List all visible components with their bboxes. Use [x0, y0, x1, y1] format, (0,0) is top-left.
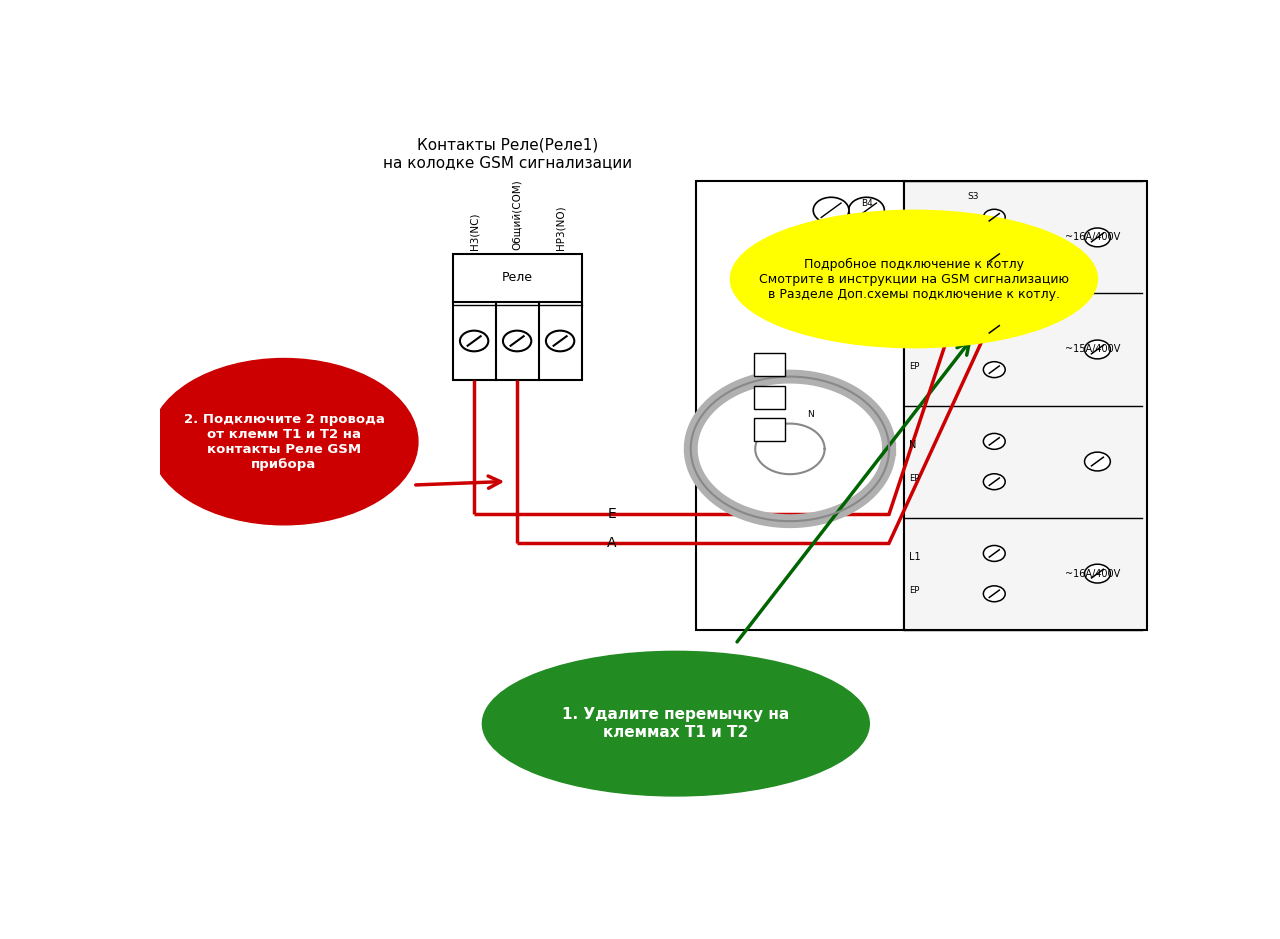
Bar [453, 254, 581, 380]
Text: L1: L1 [909, 552, 920, 562]
Text: Подробное подключение к котлу
Смотрите в инструкции на GSM сигнализацию
в Раздел: Подробное подключение к котлу Смотрите в… [759, 257, 1069, 300]
Text: B4: B4 [860, 199, 873, 208]
Circle shape [503, 331, 531, 351]
Text: E: E [608, 507, 617, 521]
Text: 2. Подключите 2 провода
от клемм Т1 и Т2 на
контакты Реле GSM
прибора: 2. Подключите 2 провода от клемм Т1 и Т2… [183, 412, 384, 470]
Text: S3: S3 [968, 192, 979, 201]
Text: B4: B4 [826, 224, 837, 234]
Circle shape [983, 250, 1005, 266]
Text: Контакты Реле(Реле1)
на колодке GSM сигнализации: Контакты Реле(Реле1) на колодке GSM сигн… [383, 138, 632, 170]
Text: Н3(NC): Н3(NC) [470, 212, 479, 250]
Text: EP: EP [909, 362, 919, 371]
Bar [754, 386, 785, 408]
Text: EP: EP [909, 586, 919, 595]
Circle shape [983, 209, 1005, 225]
Circle shape [813, 197, 849, 223]
Circle shape [1084, 228, 1110, 247]
Text: 1. Удалите перемычку на
клеммах Т1 и Т2: 1. Удалите перемычку на клеммах Т1 и Т2 [562, 707, 790, 740]
Text: ~16A/400V: ~16A/400V [1065, 233, 1120, 242]
Circle shape [983, 546, 1005, 562]
Text: ~15A/400V: ~15A/400V [1065, 345, 1120, 354]
Bar [904, 181, 1147, 630]
Text: EP: EP [909, 474, 919, 483]
Text: N: N [806, 410, 814, 419]
Text: EP: EP [909, 250, 919, 259]
Ellipse shape [150, 359, 417, 525]
Bar [754, 353, 785, 377]
Text: ~16A/400V: ~16A/400V [1065, 569, 1120, 578]
Bar [754, 418, 785, 441]
Circle shape [983, 362, 1005, 377]
Circle shape [849, 197, 884, 223]
Circle shape [1084, 453, 1110, 471]
Circle shape [1084, 564, 1110, 583]
Text: N: N [909, 439, 916, 450]
Circle shape [983, 434, 1005, 450]
Bar [696, 181, 904, 630]
Text: Общий(COM): Общий(COM) [512, 179, 522, 250]
Text: A: A [607, 536, 617, 550]
Circle shape [983, 586, 1005, 602]
Text: T2: T2 [909, 216, 922, 225]
Ellipse shape [483, 652, 869, 796]
Circle shape [983, 474, 1005, 489]
Ellipse shape [731, 210, 1097, 347]
Circle shape [983, 321, 1005, 337]
Circle shape [460, 331, 488, 351]
Text: T1: T1 [909, 328, 922, 338]
Text: Реле: Реле [502, 271, 532, 285]
Circle shape [1084, 340, 1110, 359]
Text: DO: DO [809, 254, 823, 263]
Circle shape [547, 331, 575, 351]
Text: НР3(NO): НР3(NO) [556, 206, 564, 250]
